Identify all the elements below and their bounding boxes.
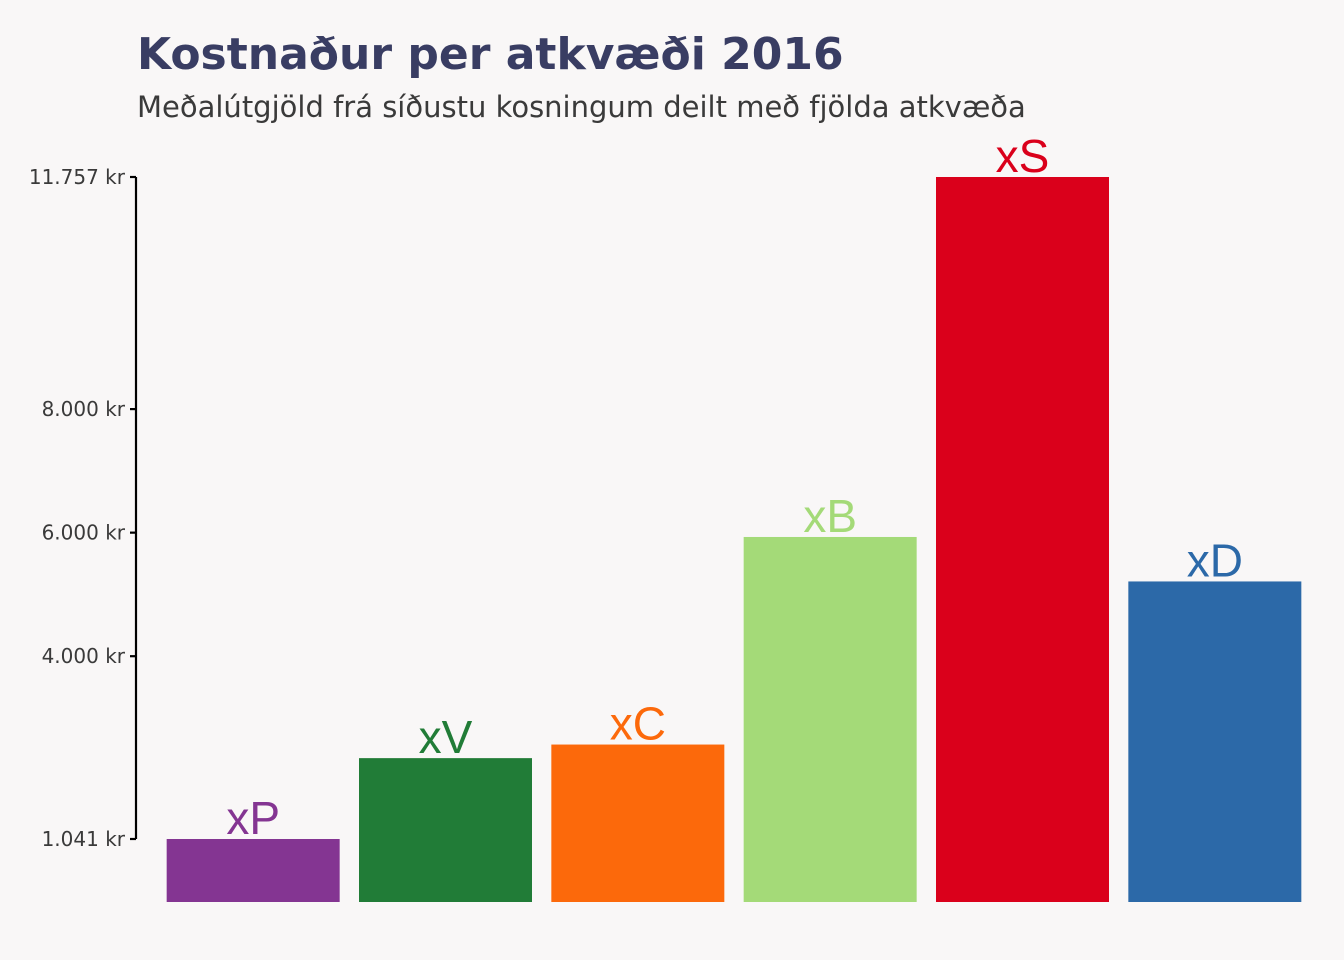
bar-labels-group: xP xV xC xB xS xD	[226, 130, 1243, 844]
bar-xC	[551, 744, 725, 902]
chart-title: Kostnaður per atkvæði 2016	[137, 29, 844, 80]
y-tick-label: 4.000 kr	[42, 644, 126, 668]
y-tick-label: 6.000 kr	[42, 521, 126, 545]
bar-xB	[743, 536, 917, 902]
y-axis: 1.041 kr 4.000 kr 6.000 kr 8.000 kr 11.757 k…	[29, 165, 138, 851]
bar-label-xD: xD	[1187, 534, 1243, 586]
y-tick-label: 11.757 kr	[29, 165, 126, 189]
bar-label-xC: xC	[610, 698, 666, 750]
bar-label-xS: xS	[996, 130, 1050, 182]
bar-xV	[359, 758, 532, 902]
bar-label-xV: xV	[419, 711, 473, 763]
y-tick-label: 1.041 kr	[42, 827, 126, 851]
bar-xP	[166, 839, 340, 902]
y-tick-label: 8.000 kr	[42, 397, 126, 421]
bars-group	[166, 177, 1302, 902]
bar-label-xB: xB	[803, 490, 857, 542]
bar-label-xP: xP	[226, 792, 280, 844]
bar-xD	[1128, 581, 1302, 902]
chart-subtitle: Meðalútgjöld frá síðustu kosningum deilt…	[137, 90, 1026, 124]
bar-xS	[936, 177, 1109, 902]
